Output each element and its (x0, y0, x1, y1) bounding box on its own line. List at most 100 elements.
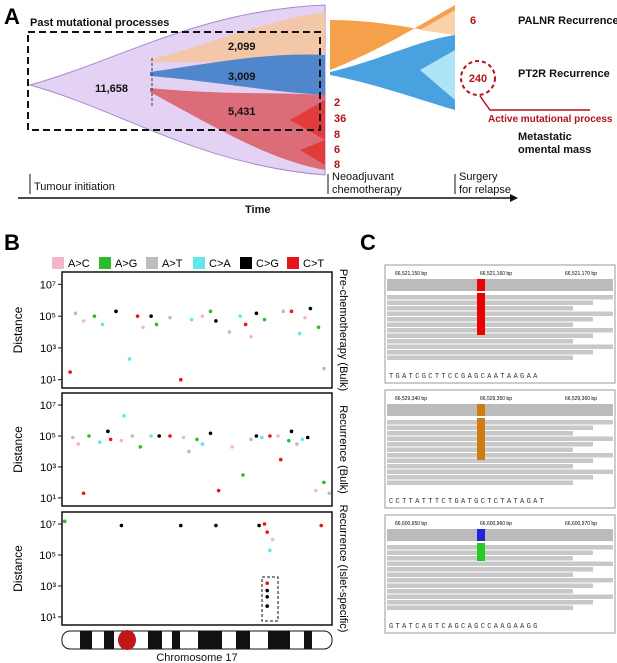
y-axis-label: Distance (11, 545, 25, 592)
data-point (154, 322, 159, 327)
read (387, 317, 593, 322)
y-tick-label: 10¹ (40, 612, 56, 624)
callout (479, 95, 590, 111)
chromosome-ideogram (61, 630, 333, 650)
panel-letter: B (4, 230, 20, 255)
data-point (262, 522, 267, 526)
panel-letter: A (4, 4, 20, 29)
highlight-box (261, 576, 279, 622)
sub-count: 8 (334, 129, 340, 141)
palnr-fan (330, 5, 455, 70)
y-tick-label: 10⁵ (39, 311, 56, 323)
data-point (314, 488, 318, 493)
data-point (265, 530, 270, 534)
data-point (276, 434, 280, 438)
data-point (216, 488, 221, 493)
data-point (289, 429, 294, 434)
coverage (387, 529, 613, 541)
data-point (327, 491, 332, 496)
label: omental mass (518, 144, 591, 156)
band (268, 631, 290, 649)
read (387, 420, 613, 425)
data-point (265, 594, 270, 599)
y-tick-label: 10³ (40, 343, 56, 355)
coordinate: 66,600,950 bp (395, 521, 427, 527)
event-label: Surgery (459, 171, 498, 183)
data-point (187, 449, 191, 454)
read (387, 453, 613, 458)
band (172, 631, 180, 649)
label: PALNR Recurrence (518, 15, 617, 27)
pt2r-fan (330, 35, 455, 110)
read (387, 442, 593, 447)
read (387, 600, 593, 605)
data-point (122, 414, 126, 418)
centromere (118, 630, 136, 650)
y-tick-label: 10⁵ (39, 431, 56, 443)
data-point (208, 431, 213, 436)
data-point (62, 519, 67, 524)
y-axis-label: Distance (11, 426, 25, 473)
data-point (265, 581, 270, 586)
read (387, 589, 573, 594)
legend-label: A>T (162, 258, 183, 270)
red-branch (150, 88, 325, 170)
data-point (300, 437, 305, 442)
data-point (195, 437, 199, 442)
read (387, 480, 573, 485)
data-point (81, 491, 86, 496)
read (387, 550, 593, 555)
plot-frame (61, 271, 333, 389)
read (387, 567, 593, 572)
data-point (98, 440, 102, 444)
count: 3,009 (228, 71, 256, 83)
past-box (27, 31, 321, 131)
data-point (157, 434, 161, 438)
data-point (214, 319, 218, 323)
data-point (71, 435, 75, 440)
legend-swatch (193, 257, 205, 269)
blue-branch (150, 54, 325, 95)
band (80, 631, 92, 649)
coverage (387, 279, 613, 291)
data-point (168, 434, 172, 438)
data-point (130, 434, 134, 438)
data-point (208, 309, 213, 314)
data-point (68, 370, 72, 374)
coordinate: 66,529,360 bp (565, 396, 597, 402)
label: PT2R Recurrence (518, 68, 610, 80)
data-point (119, 438, 124, 443)
data-point (254, 434, 259, 438)
panel-letter: C (360, 230, 376, 255)
y-tick-label: 10⁷ (40, 519, 56, 531)
y-tick-label: 10⁷ (40, 279, 56, 291)
data-point (322, 480, 326, 485)
coordinate: 66,529,350 bp (480, 396, 512, 402)
data-point (76, 442, 80, 446)
count: 2,099 (228, 41, 256, 53)
reference-sequence: CCTTATTTCTGATGCTCTATAGAT (389, 498, 546, 506)
read (387, 458, 593, 463)
data-point (268, 548, 272, 553)
sub-count: 8 (334, 159, 340, 171)
variant-reads (477, 543, 485, 561)
coordinate: 66,529,340 bp (395, 396, 427, 402)
chromosome (61, 630, 333, 650)
pt2r-tip (420, 50, 455, 100)
data-point (249, 335, 253, 339)
coordinate: 66,521,150 bp (395, 271, 427, 277)
data-point (114, 309, 118, 314)
data-point (241, 473, 245, 477)
read (387, 311, 613, 316)
data-point (127, 357, 132, 361)
y-tick-label: 10⁵ (39, 550, 56, 562)
event-label: for relapse (459, 184, 511, 196)
variant-reads (477, 418, 485, 460)
data-point (189, 317, 194, 322)
count: 11,658 (95, 83, 128, 95)
label: Past mutational processes (30, 17, 169, 29)
read (387, 300, 593, 305)
data-point (287, 438, 291, 443)
data-point (262, 317, 267, 322)
read (387, 355, 573, 360)
